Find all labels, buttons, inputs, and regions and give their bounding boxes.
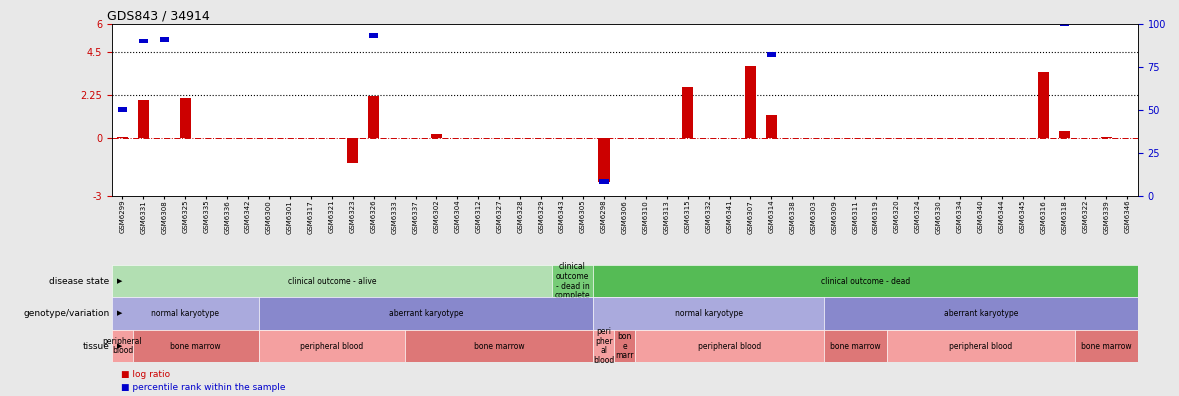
Bar [139,38,149,43]
Bar [1038,72,1049,138]
Bar [1060,21,1069,26]
Text: clinical
outcome
- dead in
complete: clinical outcome - dead in complete [555,262,591,300]
Bar [635,330,824,362]
Bar [766,52,776,57]
Text: aberrant karyotype: aberrant karyotype [943,309,1017,318]
Bar [765,115,777,138]
Bar [599,179,608,184]
Bar [824,330,887,362]
Text: bone marrow: bone marrow [171,342,220,350]
Bar [552,265,593,297]
Text: genotype/variation: genotype/variation [24,309,110,318]
Bar [598,138,610,182]
Bar [258,297,593,330]
Text: peripheral
blood: peripheral blood [103,337,143,356]
Text: aberrant karyotype: aberrant karyotype [389,309,463,318]
Text: peripheral blood: peripheral blood [301,342,363,350]
Bar [614,330,635,362]
Text: clinical outcome - dead: clinical outcome - dead [821,277,910,286]
Text: ▶: ▶ [117,343,123,349]
Text: peripheral blood: peripheral blood [949,342,1013,350]
Text: bone marrow: bone marrow [830,342,881,350]
Bar [430,133,442,138]
Bar [138,100,150,138]
Text: clinical outcome - alive: clinical outcome - alive [288,277,376,286]
Bar [681,87,693,138]
Text: GDS843 / 34914: GDS843 / 34914 [107,10,210,23]
Bar [745,66,756,138]
Bar [593,297,824,330]
Bar [112,265,552,297]
Bar [133,330,258,362]
Text: ▶: ▶ [117,310,123,317]
Bar [112,297,258,330]
Bar [118,107,127,112]
Text: ▶: ▶ [117,278,123,284]
Bar [159,37,169,42]
Bar [824,297,1138,330]
Bar [369,33,378,38]
Bar [112,330,133,362]
Bar [368,96,380,138]
Bar [406,330,593,362]
Text: tissue: tissue [83,342,110,350]
Text: bone marrow: bone marrow [474,342,525,350]
Bar [1100,137,1112,138]
Bar [1059,131,1071,138]
Bar [117,137,129,138]
Bar [887,330,1075,362]
Text: normal karyotype: normal karyotype [151,309,219,318]
Text: disease state: disease state [50,277,110,286]
Text: bone marrow: bone marrow [1081,342,1132,350]
Bar [593,265,1138,297]
Text: normal karyotype: normal karyotype [674,309,743,318]
Text: ■ log ratio: ■ log ratio [121,369,171,379]
Text: peri
pher
al
blood: peri pher al blood [593,327,614,365]
Bar [179,98,191,138]
Bar [347,138,358,163]
Bar [258,330,406,362]
Text: bon
e
marr: bon e marr [615,332,634,360]
Text: ■ percentile rank within the sample: ■ percentile rank within the sample [121,383,286,392]
Text: peripheral blood: peripheral blood [698,342,762,350]
Bar [593,330,614,362]
Bar [1075,330,1138,362]
